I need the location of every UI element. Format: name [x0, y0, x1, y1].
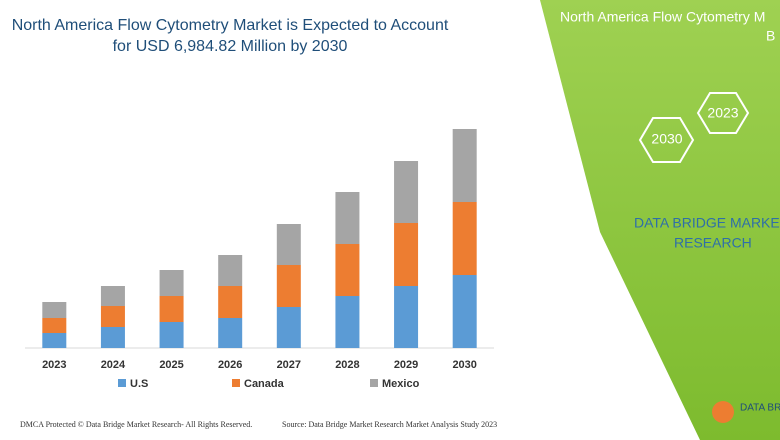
bar-segment	[276, 307, 301, 348]
footer-left: DMCA Protected © Data Bridge Market Rese…	[20, 420, 252, 429]
x-tick-label: 2024	[101, 359, 126, 371]
side-panel	[540, 0, 780, 440]
bar-segment	[159, 270, 184, 296]
x-tick-label: 2026	[218, 359, 242, 371]
x-tick-label: 2030	[452, 359, 476, 371]
hexagon-label: 2030	[651, 131, 682, 147]
footer-right: Source: Data Bridge Market Research Mark…	[282, 420, 497, 429]
bar-segment	[394, 286, 419, 348]
x-tick-label: 2029	[394, 359, 418, 371]
bar-segment	[100, 327, 125, 348]
hexagon-label: 2023	[707, 105, 738, 121]
bar-segment	[394, 161, 419, 223]
bar-segment	[276, 265, 301, 307]
bar-segment	[452, 275, 477, 348]
bar-segment	[394, 223, 419, 286]
bar-segment	[159, 296, 184, 322]
legend-label: U.S	[130, 378, 148, 390]
x-tick-label: 2025	[159, 359, 183, 371]
bar-segment	[100, 286, 125, 306]
bar-segment	[159, 322, 184, 348]
bar-segment	[335, 192, 360, 244]
legend-swatch	[370, 379, 378, 387]
x-tick-label: 2027	[277, 359, 301, 371]
bar-segment	[335, 244, 360, 296]
bar-segment	[335, 296, 360, 348]
logo-text: DATA BRI	[740, 403, 780, 414]
hexagon	[696, 92, 750, 134]
legend-swatch	[232, 379, 240, 387]
panel-heading: North America Flow Cytometry M	[560, 9, 765, 25]
legend-swatch	[118, 379, 126, 387]
x-tick-label: 2028	[335, 359, 359, 371]
hexagon	[638, 117, 695, 163]
bar-segment	[100, 306, 125, 327]
bar-segment	[218, 286, 243, 318]
brand-text: RESEARCH	[674, 235, 752, 251]
legend-label: Canada	[244, 378, 285, 390]
x-tick-label: 2023	[42, 359, 66, 371]
bar-segment	[276, 224, 301, 265]
bar-segment	[42, 318, 67, 333]
bar-segment	[218, 318, 243, 348]
bar-segment	[452, 129, 477, 202]
bar-segment	[218, 255, 243, 286]
legend-label: Mexico	[382, 378, 420, 390]
panel-heading: B	[766, 28, 775, 44]
bar-segment	[42, 333, 67, 348]
bar-segment	[452, 202, 477, 275]
chart-title: North America Flow Cytometry Market is E…	[12, 17, 449, 34]
bar-segment	[42, 302, 67, 318]
logo-icon	[712, 401, 734, 423]
chart-title: for USD 6,984.82 Million by 2030	[113, 38, 348, 55]
brand-text: DATA BRIDGE MARKET	[634, 215, 780, 231]
